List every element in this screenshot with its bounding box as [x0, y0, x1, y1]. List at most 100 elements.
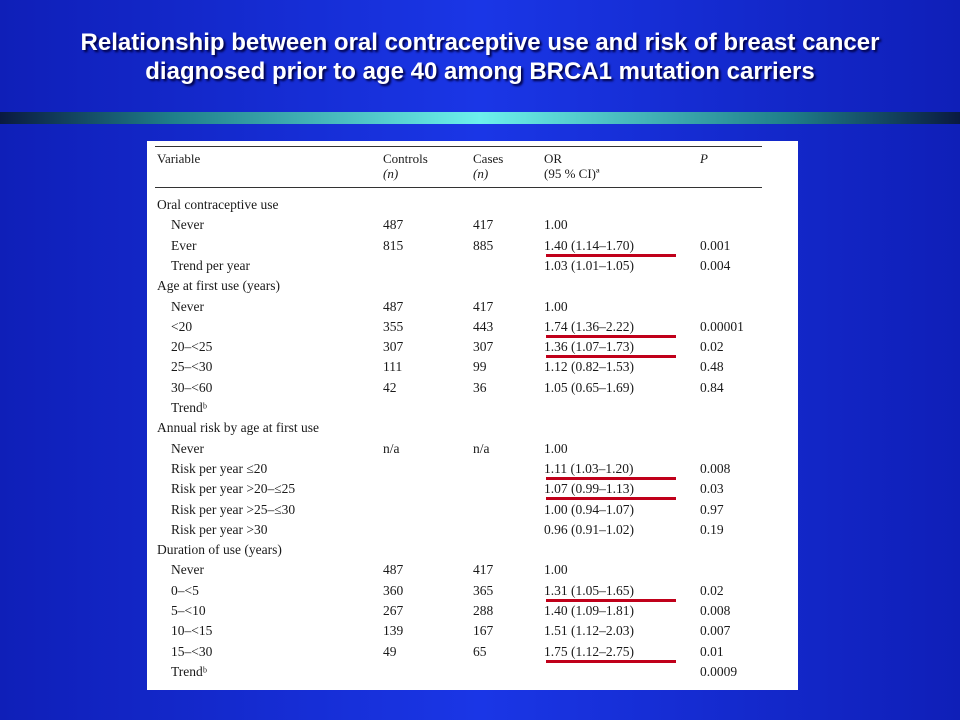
- row-variable-cell: Never: [171, 217, 204, 233]
- row-p-cell: 0.48: [700, 359, 724, 375]
- row-controls-cell: 42: [383, 379, 397, 395]
- table-row: Trend per year 1.03 (1.01–1.05) 0.004: [147, 258, 798, 278]
- highlight-underline: [546, 253, 676, 257]
- table-row: 5–<10 267 288 1.40 (1.09–1.81) 0.008: [147, 603, 798, 623]
- row-p-cell: 0.004: [700, 257, 731, 273]
- row-controls-cell: 307: [383, 339, 404, 355]
- row-variable-cell: Risk per year >25–≤30: [171, 501, 296, 517]
- table-row: Ever 815 885 1.40 (1.14–1.70) 0.001: [147, 238, 798, 258]
- row-controls-cell: 360: [383, 582, 404, 598]
- row-variable-cell: Never: [171, 562, 204, 578]
- row-or-cell: 1.51 (1.12–2.03): [544, 623, 634, 639]
- row-cases-cell: 417: [473, 217, 494, 233]
- row-variable-cell: Ever: [171, 237, 197, 253]
- row-p-cell: 0.03: [700, 481, 724, 497]
- row-or-cell: 1.40 (1.09–1.81): [544, 603, 634, 618]
- row-p-cell: 0.19: [700, 521, 724, 537]
- table-row: Never 487 417 1.00: [147, 562, 798, 582]
- row-p-cell: 0.02: [700, 582, 724, 598]
- row-variable-cell: Annual risk by age at first use: [157, 420, 319, 436]
- row-controls-cell: 111: [383, 359, 403, 375]
- row-variable-cell: 0–<5: [171, 582, 199, 598]
- row-controls-cell: 815: [383, 237, 404, 253]
- row-cases-cell: 417: [473, 562, 494, 578]
- row-or-cell: 0.96 (0.91–1.02): [544, 521, 634, 537]
- table-row: <20 355 443 1.74 (1.36–2.22) 0.00001: [147, 319, 798, 339]
- table-row: Duration of use (years): [147, 542, 798, 562]
- table-row: Never 487 417 1.00: [147, 217, 798, 237]
- row-p-cell: 0.008: [700, 460, 731, 476]
- row-cases-cell: 288: [473, 603, 494, 618]
- row-variable-cell: 20–<25: [171, 339, 213, 355]
- row-variable-cell: Trendᵇ: [171, 400, 207, 415]
- table-row: 15–<30 49 65 1.75 (1.12–2.75) 0.01: [147, 644, 798, 664]
- slide-title-line-2: diagnosed prior to age 40 among BRCA1 mu…: [145, 58, 815, 85]
- row-controls-cell: 355: [383, 318, 404, 334]
- row-cases-cell: 167: [473, 623, 494, 639]
- row-p-cell: 0.00001: [700, 318, 744, 334]
- row-p-cell: 0.008: [700, 603, 731, 618]
- row-or-cell: 1.36 (1.07–1.73): [544, 339, 634, 355]
- header-or: OR: [544, 151, 563, 166]
- row-or-cell: 1.03 (1.01–1.05): [544, 257, 634, 273]
- row-cases-cell: 65: [473, 643, 487, 659]
- row-cases-cell: 307: [473, 339, 494, 355]
- row-variable-cell: 10–<15: [171, 623, 213, 639]
- row-variable-cell: 15–<30: [171, 643, 213, 659]
- row-variable-cell: 25–<30: [171, 359, 213, 375]
- header-cases: Cases: [473, 151, 504, 166]
- header-or-sub: (95 % CI)ª: [544, 166, 600, 181]
- row-variable-cell: Risk per year >30: [171, 521, 268, 537]
- row-p-cell: 0.0009: [700, 663, 738, 679]
- table-row: 20–<25 307 307 1.36 (1.07–1.73) 0.02: [147, 339, 798, 359]
- table-top-rule: [155, 146, 762, 147]
- row-cases-cell: 443: [473, 318, 494, 334]
- row-or-cell: 1.74 (1.36–2.22): [544, 318, 634, 334]
- slide-title: Relationship between oral contraceptive …: [0, 28, 960, 86]
- row-cases-cell: 99: [473, 359, 487, 375]
- title-divider-bar: [0, 112, 960, 124]
- header-variable: Variable: [157, 151, 201, 166]
- row-controls-cell: 139: [383, 623, 404, 639]
- table-header-rule: [155, 187, 762, 188]
- row-p-cell: 0.007: [700, 623, 731, 639]
- row-variable-cell: Risk per year >20–≤25: [171, 481, 296, 497]
- row-or-cell: 1.00 (0.94–1.07): [544, 501, 634, 517]
- table-row: Never n/a n/a 1.00: [147, 441, 798, 461]
- highlight-underline: [546, 598, 676, 602]
- highlight-underline: [546, 355, 676, 359]
- row-cases-cell: 885: [473, 237, 494, 253]
- table-row: 10–<15 139 167 1.51 (1.12–2.03) 0.007: [147, 623, 798, 643]
- table-row: Risk per year >30 0.96 (0.91–1.02) 0.19: [147, 522, 798, 542]
- table-row: Risk per year >25–≤30 1.00 (0.94–1.07) 0.9…: [147, 502, 798, 522]
- row-p-cell: 0.02: [700, 339, 724, 355]
- row-variable-cell: Never: [171, 440, 204, 456]
- row-variable-cell: Trend per year: [171, 257, 250, 273]
- table-image-panel: Variable Controls (n) Cases (n) OR (95 %…: [147, 141, 798, 690]
- row-controls-cell: 487: [383, 217, 404, 233]
- highlight-underline: [546, 497, 676, 501]
- header-cases-sub: (n): [473, 166, 489, 181]
- row-or-cell: 1.00: [544, 562, 568, 578]
- row-controls-cell: 487: [383, 298, 404, 314]
- header-controls-sub: (n): [383, 166, 399, 181]
- table-row: 30–<60 42 36 1.05 (0.65–1.69) 0.84: [147, 380, 798, 400]
- row-p-cell: 0.001: [700, 237, 731, 253]
- row-variable-cell: Oral contraceptive use: [157, 197, 279, 212]
- row-variable-cell: Never: [171, 298, 204, 314]
- row-variable-cell: 30–<60: [171, 379, 213, 395]
- row-variable-cell: Duration of use (years): [157, 542, 282, 558]
- table-row: Risk per year >20–≤25 1.07 (0.99–1.13) 0.0…: [147, 481, 798, 501]
- row-p-cell: 0.01: [700, 643, 724, 659]
- row-or-cell: 1.00: [544, 298, 568, 314]
- table-row: Trendᵇ 0.0009: [147, 664, 798, 684]
- row-controls-cell: 49: [383, 643, 397, 659]
- table-row: Risk per year ≤20 1.11 (1.03–1.20) 0.008: [147, 461, 798, 481]
- table-row: Never 487 417 1.00: [147, 299, 798, 319]
- header-p: P: [700, 151, 708, 166]
- slide-title-line-1: Relationship between oral contraceptive …: [80, 29, 880, 56]
- row-or-cell: 1.05 (0.65–1.69): [544, 379, 634, 395]
- header-controls: Controls: [383, 151, 428, 166]
- row-variable-cell: <20: [171, 318, 193, 334]
- row-controls-cell: 487: [383, 562, 404, 578]
